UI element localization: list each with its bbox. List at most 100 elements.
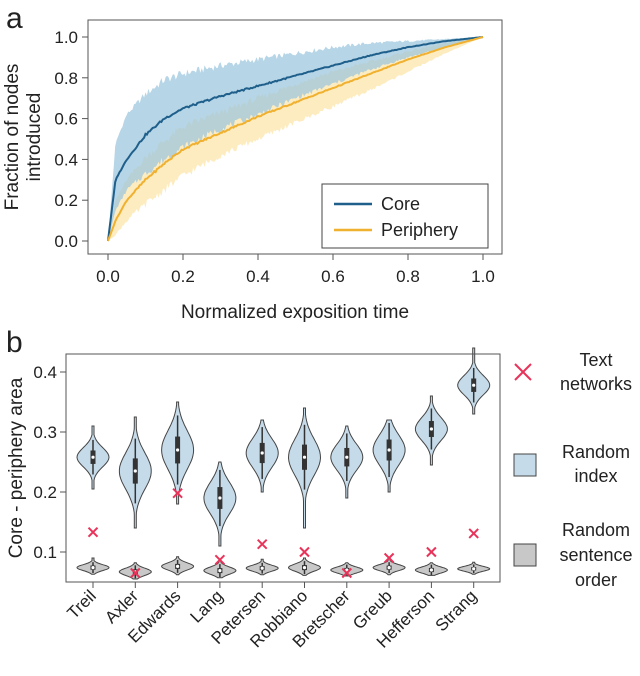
random-sentence-violin-group — [414, 562, 448, 576]
panel-a-y-ticks: 0.0 0.2 0.4 0.6 0.8 1.0 — [54, 28, 88, 251]
random-sentence-violin-group — [245, 558, 279, 576]
y-tick-label: 0.8 — [54, 69, 78, 88]
legend-random-sentence-swatch — [513, 543, 537, 567]
panel-a-bands — [108, 37, 483, 241]
periphery-line — [107, 36, 484, 242]
panel-b-label: b — [6, 326, 23, 359]
text-network-marker — [256, 538, 268, 550]
random-sentence-violin-median — [472, 567, 476, 571]
legend-periphery-label: Periphery — [381, 220, 458, 240]
random-sentence-violin-group — [161, 556, 195, 576]
text-network-marker — [426, 546, 437, 558]
marker-stroke — [299, 546, 310, 558]
random-sentence-violin-group — [287, 557, 322, 576]
panel-b-frame — [65, 353, 501, 583]
y-tick-label: 0.2 — [54, 191, 78, 210]
legend-random-index-line2: index — [574, 466, 617, 486]
panel-a-lines — [107, 36, 484, 242]
y-tick-label: 0.4 — [54, 150, 78, 169]
random-sentence-violin-median — [387, 566, 391, 570]
y-tick-label: 0.0 — [54, 232, 78, 251]
core-line — [107, 36, 484, 242]
panel-a-y-axis-label-line2: introduced — [24, 93, 45, 182]
x-tick-label: 0.0 — [96, 267, 120, 286]
panel-a-x-axis-label: Normalized exposition time — [181, 302, 409, 323]
text-network-marker — [130, 567, 141, 579]
text-network-marker — [341, 567, 353, 579]
panel-b-legend: Text networks Random index Random senten… — [513, 350, 633, 590]
category-label: Treil — [63, 586, 99, 622]
x-tick-label: 0.8 — [396, 267, 420, 286]
random-index-violin-group — [161, 401, 195, 505]
random-index-violin-group — [203, 461, 237, 547]
text-network-marker — [468, 528, 479, 539]
marker-stroke — [172, 487, 183, 499]
text-network-marker — [87, 526, 99, 538]
random-index-violin-median — [429, 427, 433, 431]
x-tick-label: 0.6 — [321, 267, 345, 286]
marker-stroke — [214, 554, 226, 566]
panel-a-x-ticks: 0.0 0.2 0.4 0.6 0.8 1.0 — [96, 254, 495, 286]
marker-stroke — [87, 526, 99, 538]
panel-b-y-ticks: 0.1 0.2 0.3 0.4 — [33, 363, 66, 562]
random-index-violin-group — [414, 395, 448, 466]
random-sentence-violin-median — [218, 569, 222, 573]
legend-core-label: Core — [381, 194, 420, 214]
legend-text-networks-line2: networks — [560, 374, 632, 394]
y-tick-label: 0.2 — [33, 483, 57, 502]
panel-a-y-axis-label-line1: Fraction of nodes — [2, 64, 23, 211]
marker-stroke — [383, 552, 395, 564]
random-sentence-violin-median — [429, 568, 433, 572]
random-index-violin-median — [91, 455, 95, 459]
text-network-marker — [172, 487, 183, 499]
random-sentence-violin-group — [372, 558, 406, 576]
y-tick-label: 1.0 — [54, 28, 78, 47]
legend-x-marker — [514, 363, 532, 381]
random-index-violin-group — [457, 347, 491, 415]
marker-stroke — [130, 567, 141, 579]
legend-text-networks-line1: Text — [579, 350, 612, 370]
marker-stroke — [341, 567, 353, 579]
random-index-violin-median — [218, 496, 222, 500]
legend-random-sentence-line3: order — [575, 570, 617, 590]
panel-b-violins — [76, 347, 491, 580]
core-band — [108, 37, 483, 241]
panel-a-frame — [87, 19, 503, 255]
y-tick-label: 0.6 — [54, 110, 78, 129]
legend-random-index-line1: Random — [562, 442, 630, 462]
panel-b-text-network-marks — [87, 487, 479, 579]
random-index-violin-median — [133, 469, 137, 473]
y-tick-label: 0.3 — [33, 423, 57, 442]
legend-box — [321, 183, 489, 249]
x-tick-label: 0.2 — [171, 267, 195, 286]
text-network-marker — [214, 554, 226, 566]
random-index-violin-group — [330, 425, 364, 499]
random-sentence-violin-group — [76, 557, 110, 575]
random-index-violin-group — [245, 419, 279, 493]
y-tick-label: 0.4 — [33, 363, 57, 382]
random-index-violin-median — [472, 383, 476, 387]
legend-random-sentence-line2: sentence — [559, 545, 632, 565]
text-network-marker — [383, 552, 395, 564]
marker-stroke — [468, 528, 479, 539]
random-sentence-violin-median — [176, 564, 180, 569]
category-label: Strang — [432, 586, 481, 635]
random-sentence-violin-group — [457, 561, 491, 575]
legend-random-sentence-line1: Random — [562, 520, 630, 540]
random-sentence-violin-median — [260, 566, 264, 570]
random-sentence-violin-group — [118, 562, 152, 580]
random-index-violin-group — [372, 419, 406, 493]
random-sentence-violin-median — [91, 566, 95, 570]
random-index-violin-group — [76, 425, 110, 490]
random-sentence-violin-group — [203, 560, 237, 579]
y-tick-label: 0.1 — [33, 543, 57, 562]
random-index-violin-group — [287, 407, 322, 529]
random-index-violin-median — [302, 455, 307, 459]
legend-random-index-swatch — [513, 453, 537, 477]
random-index-violin-median — [260, 451, 264, 455]
x-tick-label: 1.0 — [471, 267, 495, 286]
panel-b-y-axis-label: Core - periphery area — [6, 377, 27, 558]
